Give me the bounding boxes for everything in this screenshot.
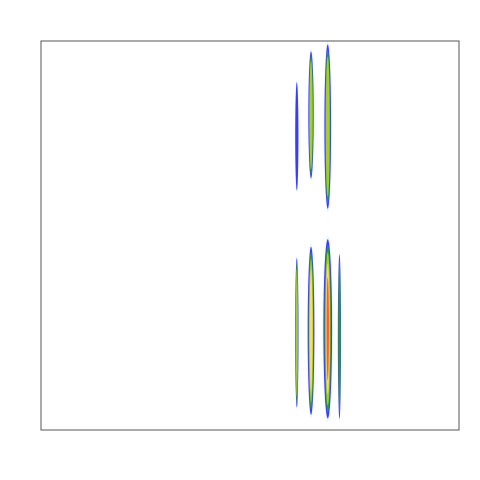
heatmap-band xyxy=(337,251,342,423)
heatmap-band xyxy=(294,254,299,411)
band-contour xyxy=(295,268,298,397)
heatmap-band xyxy=(306,243,316,419)
heatmap-band xyxy=(307,48,315,182)
band-contour xyxy=(325,56,330,197)
band-contour xyxy=(326,277,329,381)
heatmap-band xyxy=(322,235,334,423)
plot-frame xyxy=(40,40,460,431)
heatmap-band xyxy=(294,79,299,193)
heatmap-bands xyxy=(294,41,342,423)
heatmap-band xyxy=(323,41,332,213)
band-contour xyxy=(309,269,313,393)
plot-background xyxy=(41,41,459,430)
band-contour xyxy=(309,60,313,170)
band-contour xyxy=(338,259,341,414)
band-contour xyxy=(295,82,299,191)
